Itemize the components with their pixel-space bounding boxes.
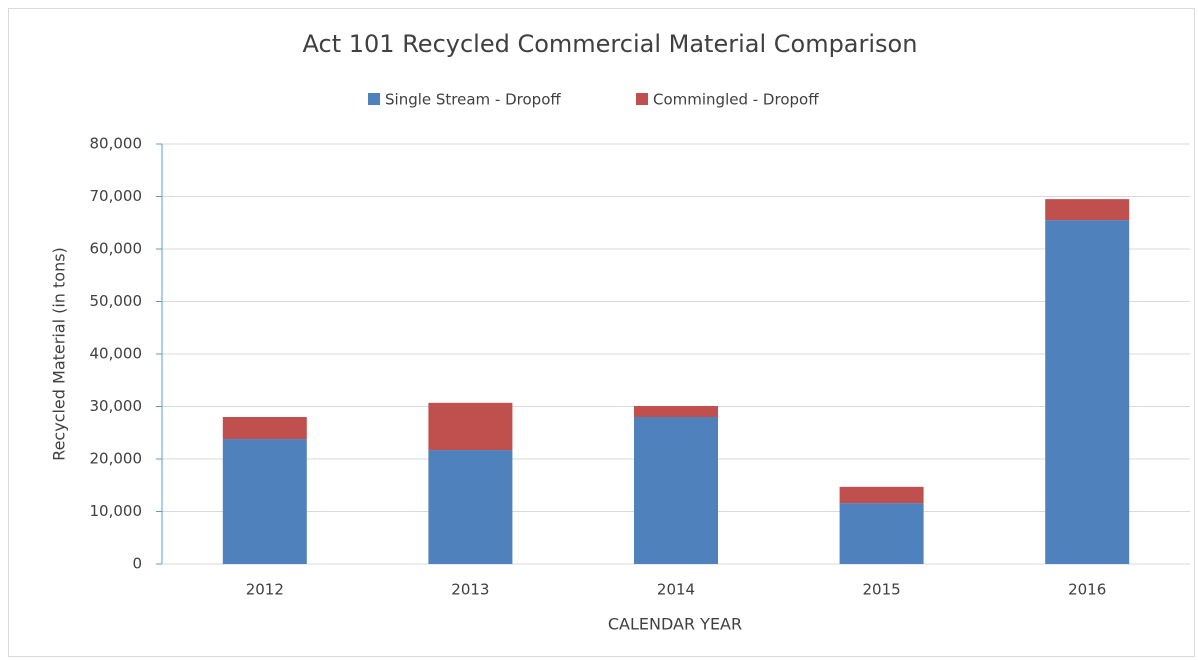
y-tick-label: 80,000: [90, 135, 143, 153]
x-axis-title: CALENDAR YEAR: [608, 615, 742, 634]
bar-segment: [428, 402, 513, 451]
y-tick-label: 10,000: [90, 502, 143, 520]
y-tick-label: 0: [132, 555, 142, 573]
y-tick-label: 30,000: [90, 397, 143, 415]
chart-border: [8, 8, 1195, 657]
x-tick-label: 2016: [1068, 581, 1106, 599]
legend-label: Commingled - Dropoff: [653, 91, 819, 109]
legend-swatch: [368, 93, 380, 105]
y-tick-label: 20,000: [90, 450, 143, 468]
y-axis-title: Recycled Material (in tons): [50, 247, 69, 461]
y-tick-label: 50,000: [90, 292, 143, 310]
chart-title: Act 101 Recycled Commercial Material Com…: [303, 30, 918, 58]
y-tick-label: 70,000: [90, 187, 143, 205]
x-tick-label: 2014: [657, 581, 695, 599]
bar-segment: [222, 417, 307, 440]
bar-segment: [634, 417, 718, 564]
x-tick-label: 2012: [246, 581, 284, 599]
x-tick-label: 2015: [863, 581, 901, 599]
bar-segment: [634, 405, 718, 417]
bar-segment: [428, 450, 513, 564]
y-tick-label: 40,000: [90, 345, 143, 363]
bar-segment: [222, 439, 307, 564]
x-tick-label: 2013: [451, 581, 489, 599]
bar-segment: [839, 503, 924, 564]
legend-label: Single Stream - Dropoff: [385, 91, 561, 109]
bar-segment: [1045, 220, 1130, 564]
legend-swatch: [636, 93, 648, 105]
bar-segment: [1045, 199, 1130, 221]
y-tick-label: 60,000: [90, 240, 143, 258]
bar-segment: [839, 486, 924, 504]
